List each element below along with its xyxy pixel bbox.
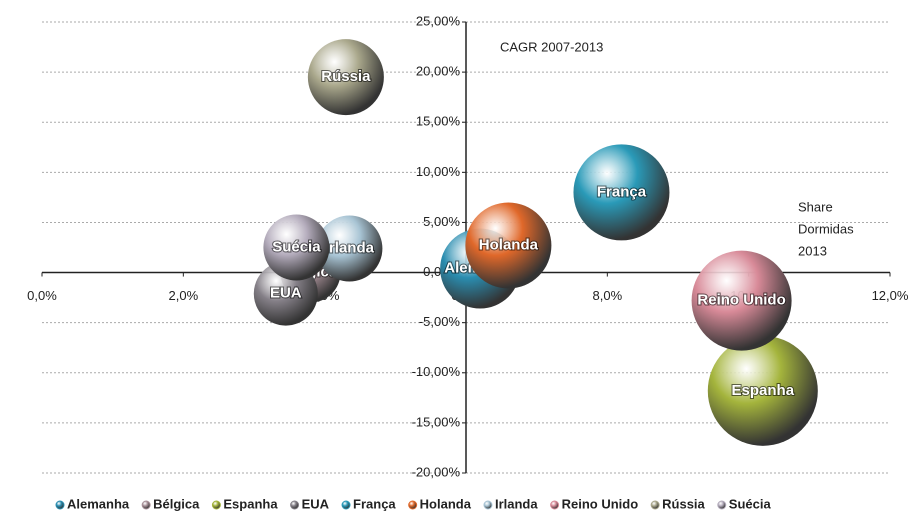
legend-label: EUA <box>302 496 330 511</box>
bubble-label: Rússia <box>321 68 371 85</box>
x-tick-label: 12,0% <box>872 288 909 303</box>
bubble <box>307 39 384 116</box>
x-tick-label: 8,0% <box>593 288 623 303</box>
y-tick-label: 5,00% <box>423 214 460 229</box>
legend-label: Suécia <box>729 496 772 511</box>
bubble-label: Suécia <box>272 238 321 255</box>
legend-label: Espanha <box>223 496 278 511</box>
x-tick-label: 0,0% <box>27 288 57 303</box>
legend-label: França <box>353 496 396 511</box>
bubble <box>707 335 818 446</box>
bubble <box>316 215 383 282</box>
annotation: CAGR 2007-2013 <box>500 39 603 54</box>
annotation: Share <box>798 199 833 214</box>
bubble <box>263 214 330 281</box>
bubble-label: França <box>597 183 647 200</box>
bubble-label: EUA <box>270 285 302 302</box>
legend-marker <box>408 500 418 510</box>
bubble-label: Holanda <box>479 236 539 253</box>
y-tick-label: -10,00% <box>412 364 461 379</box>
y-tick-label: 20,00% <box>416 64 461 79</box>
x-tick-label: 2,0% <box>169 288 199 303</box>
bubble <box>465 202 552 289</box>
legend-marker <box>211 500 221 510</box>
y-tick-label: 10,00% <box>416 164 461 179</box>
annotation: Dormidas <box>798 221 854 236</box>
y-tick-label: -15,00% <box>412 414 461 429</box>
bubble-label: Irlanda <box>325 239 375 256</box>
legend-marker <box>650 500 660 510</box>
legend-marker <box>483 500 493 510</box>
annotation: 2013 <box>798 243 827 258</box>
legend-label: Reino Unido <box>562 496 639 511</box>
legend-label: Alemanha <box>67 496 130 511</box>
y-tick-label: -20,00% <box>412 464 461 479</box>
legend-marker <box>55 500 65 510</box>
bubble-label: Espanha <box>732 382 795 399</box>
legend-label: Bélgica <box>153 496 200 511</box>
y-tick-label: 15,00% <box>416 114 461 129</box>
y-tick-label: 25,00% <box>416 13 461 28</box>
legend-marker <box>717 500 727 510</box>
legend-label: Rússia <box>662 496 705 511</box>
legend-marker <box>550 500 560 510</box>
legend-label: Irlanda <box>495 496 538 511</box>
legend-marker <box>290 500 300 510</box>
legend-marker <box>141 500 151 510</box>
y-tick-label: -5,00% <box>419 314 461 329</box>
bubble-label: Reino Unido <box>697 292 785 309</box>
bubble <box>573 144 670 241</box>
bubble <box>691 250 792 351</box>
legend-marker <box>341 500 351 510</box>
legend-label: Holanda <box>420 496 472 511</box>
